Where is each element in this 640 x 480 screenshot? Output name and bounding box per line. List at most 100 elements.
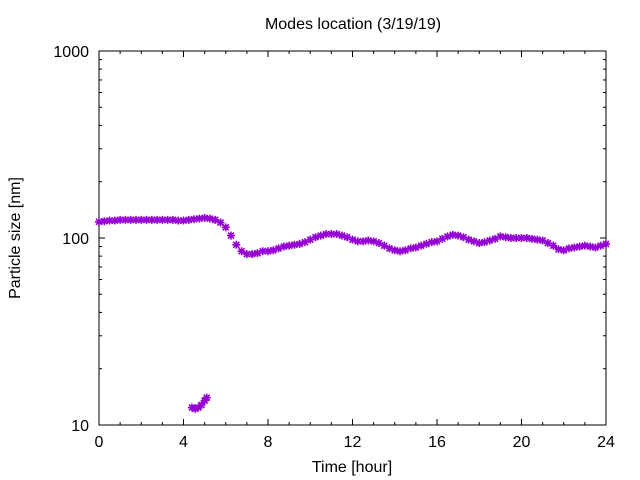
data-point xyxy=(417,241,426,250)
data-point xyxy=(554,245,563,254)
y-tick-label: 1000 xyxy=(53,44,89,61)
data-point xyxy=(285,241,294,250)
x-tick-label: 24 xyxy=(597,434,615,451)
chart-title: Modes location (3/19/19) xyxy=(265,16,441,33)
data-point xyxy=(575,242,584,251)
data-point xyxy=(517,234,526,242)
data-point xyxy=(580,241,589,250)
data-point xyxy=(295,239,304,248)
data-point xyxy=(110,216,119,225)
data-point xyxy=(158,215,167,224)
data-point xyxy=(538,236,547,245)
data-point xyxy=(279,242,288,251)
x-tick-label: 0 xyxy=(95,434,104,451)
y-tick-label: 10 xyxy=(71,418,89,435)
data-point xyxy=(95,217,103,226)
data-point xyxy=(512,234,521,242)
data-point xyxy=(227,231,236,240)
data-point xyxy=(501,233,510,242)
data-point xyxy=(390,246,399,255)
data-point xyxy=(174,216,183,225)
data-point xyxy=(491,234,500,243)
data-point xyxy=(353,237,362,246)
data-point xyxy=(316,231,325,240)
data-point xyxy=(205,214,214,223)
data-point xyxy=(411,243,420,252)
data-point xyxy=(290,240,299,249)
data-point xyxy=(485,236,494,245)
data-point xyxy=(565,244,574,253)
data-point xyxy=(248,250,257,259)
data-point xyxy=(596,241,605,250)
data-point xyxy=(163,215,172,224)
x-tick-label: 12 xyxy=(344,434,362,451)
data-point xyxy=(211,215,220,224)
data-point xyxy=(543,239,552,248)
data-point xyxy=(549,241,558,250)
data-point xyxy=(274,244,283,253)
data-point xyxy=(469,237,478,246)
x-tick-label: 4 xyxy=(179,434,188,451)
data-point xyxy=(443,232,452,241)
data-point xyxy=(300,238,309,247)
data-point xyxy=(137,215,146,224)
data-point xyxy=(116,215,125,224)
data-point xyxy=(343,233,352,242)
data-point xyxy=(269,246,278,255)
data-point xyxy=(121,215,130,224)
data-point xyxy=(522,234,531,242)
data-point xyxy=(591,243,600,252)
data-point xyxy=(147,215,156,224)
data-point xyxy=(459,233,468,242)
data-point xyxy=(258,247,267,256)
data-point xyxy=(374,239,383,248)
data-point xyxy=(454,231,463,240)
data-point xyxy=(195,214,204,223)
x-tick-label: 20 xyxy=(513,434,531,451)
data-point xyxy=(433,237,441,246)
plot-area: 0 4 8 12 16 20 24 10 100 1000 xyxy=(53,44,615,451)
data-point xyxy=(480,238,489,247)
data-point xyxy=(306,235,315,244)
data-point xyxy=(337,231,346,240)
data-point xyxy=(131,215,140,224)
data-point xyxy=(438,234,447,243)
data-point xyxy=(332,230,341,239)
data-point xyxy=(200,213,209,222)
data-point xyxy=(187,403,196,412)
data-point xyxy=(100,217,109,226)
data-point xyxy=(202,393,211,402)
data-point xyxy=(179,216,188,225)
data-point xyxy=(401,246,410,255)
data-point xyxy=(602,239,610,248)
data-point xyxy=(105,216,114,225)
data-point xyxy=(570,243,579,252)
data-point xyxy=(359,237,368,246)
data-point xyxy=(380,241,389,250)
data-point xyxy=(197,400,206,409)
data-point xyxy=(385,244,394,253)
y-tick-label: 100 xyxy=(62,231,89,248)
data-point xyxy=(506,234,515,242)
data-point xyxy=(242,250,251,259)
data-point xyxy=(232,240,241,249)
data-point xyxy=(253,249,262,258)
data-point xyxy=(264,247,272,256)
data-point xyxy=(237,247,246,256)
data-point xyxy=(126,215,135,224)
data-point xyxy=(396,247,405,256)
x-tick-label: 16 xyxy=(428,434,446,451)
data-point xyxy=(406,244,415,253)
x-tick-label: 8 xyxy=(264,434,273,451)
data-point xyxy=(422,239,431,248)
data-point xyxy=(168,215,177,224)
data-point xyxy=(216,218,225,227)
y-axis-label: Particle size [nm] xyxy=(7,177,24,299)
data-point xyxy=(369,237,378,246)
data-point xyxy=(586,242,595,251)
x-axis-label: Time [hour] xyxy=(312,459,392,476)
data-point xyxy=(533,235,542,244)
data-point xyxy=(322,230,331,239)
data-point xyxy=(528,234,537,243)
